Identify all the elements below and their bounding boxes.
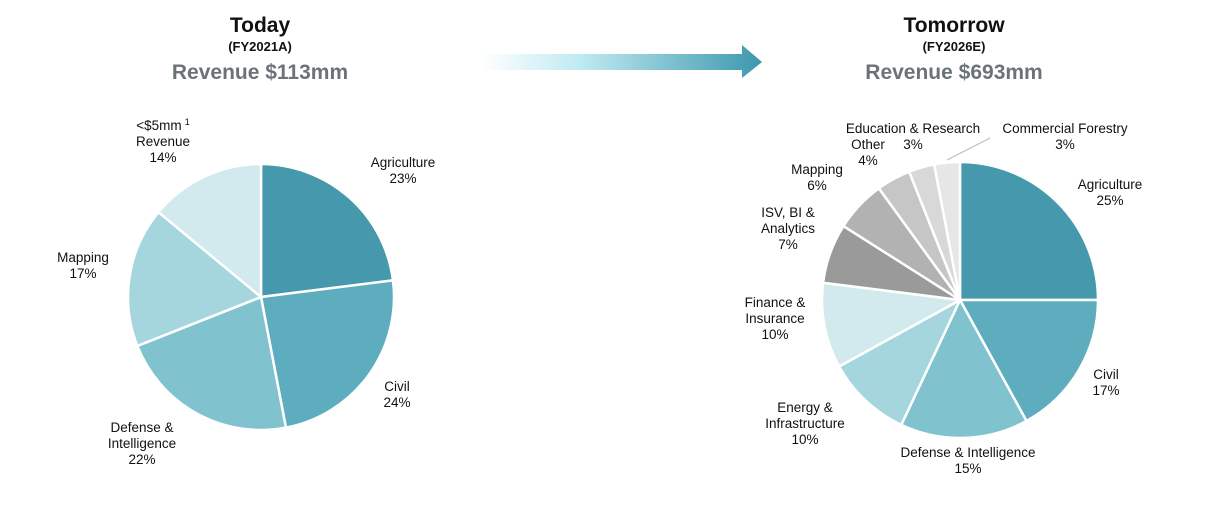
tomorrow-slice-label-8: Education & Research 3% bbox=[846, 121, 980, 152]
today-revenue: Revenue $113mm bbox=[171, 61, 349, 84]
tomorrow-slice-0 bbox=[958, 160, 1100, 302]
today-slice-label-1: Civil 24% bbox=[383, 379, 410, 410]
today-slice-label-0: Agriculture 23% bbox=[371, 155, 436, 186]
tomorrow-slice-2 bbox=[899, 298, 1028, 440]
today-slice-1 bbox=[259, 279, 396, 429]
tomorrow-title: Tomorrow bbox=[903, 14, 1005, 37]
today-pie: Agriculture 23% Civil 24% Defense & Intellige… bbox=[57, 117, 435, 467]
today-slice-2 bbox=[136, 295, 288, 432]
tomorrow-slice-label-7: Other 4% bbox=[851, 137, 885, 168]
tomorrow-slice-label-2: Defense & Intelligence 15% bbox=[900, 445, 1035, 476]
tomorrow-slice-label-0: Agriculture 25% bbox=[1078, 177, 1143, 208]
tomorrow-pie: Agriculture 25% Civil 17% Defense & Intellig… bbox=[745, 121, 1143, 476]
tomorrow-slice-label-6: Mapping 6% bbox=[791, 162, 843, 193]
tomorrow-slice-label-1: Civil 17% bbox=[1092, 367, 1119, 398]
transition-arrow bbox=[482, 45, 762, 78]
tomorrow-revenue: Revenue $693mm bbox=[865, 61, 1043, 84]
tomorrow-slice-1 bbox=[958, 298, 1100, 423]
tomorrow-slice-4 bbox=[820, 281, 962, 368]
tomorrow-slice-3 bbox=[837, 298, 962, 427]
tomorrow-slice-label-4: Finance & Insurance 10% bbox=[745, 295, 806, 342]
today-header: Today (FY2021A) Revenue $113mm bbox=[140, 14, 380, 88]
tomorrow-header: Tomorrow (FY2026E) Revenue $693mm bbox=[834, 14, 1074, 88]
today-subtitle: (FY2021A) bbox=[228, 39, 292, 54]
tomorrow-slice-9 bbox=[932, 160, 962, 302]
tomorrow-slice-label-9: Commercial Forestry 3% bbox=[1002, 121, 1128, 152]
today-slice-4 bbox=[157, 162, 263, 299]
today-slice-3 bbox=[126, 210, 263, 348]
tomorrow-slice-label-5: ISV, BI & Analytics 7% bbox=[761, 205, 815, 252]
commercial-forestry-leader-line bbox=[946, 137, 991, 161]
today-footnote-marker: 1 bbox=[185, 117, 190, 127]
tomorrow-subtitle: (FY2026E) bbox=[922, 39, 986, 54]
today-slice-0 bbox=[259, 162, 395, 299]
today-slice-label-2: Defense & Intelligence 22% bbox=[108, 420, 176, 467]
tomorrow-slice-label-3: Energy & Infrastructure 10% bbox=[765, 400, 845, 447]
today-slice-label-4: <$5mm 1 Revenue 14% bbox=[136, 117, 190, 165]
today-slice-label-3: Mapping 17% bbox=[57, 250, 109, 281]
today-title: Today bbox=[229, 14, 291, 37]
